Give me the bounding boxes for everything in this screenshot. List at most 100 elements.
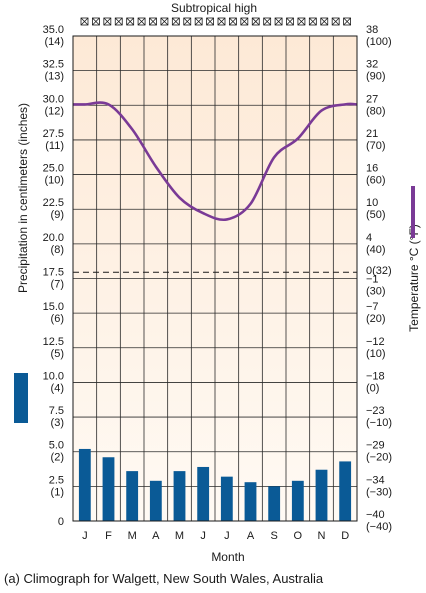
left-tick-in: (8) xyxy=(51,244,64,256)
left-tick-cm: 15.0 xyxy=(43,301,64,313)
right-tick-c: 32 xyxy=(366,59,378,71)
x-tick-label: A xyxy=(247,530,255,542)
precipitation-bar xyxy=(126,471,139,521)
right-tick-f: (10) xyxy=(366,348,386,360)
right-tick-c: −34 xyxy=(366,474,385,486)
pressure-symbol xyxy=(171,17,180,26)
precipitation-bar xyxy=(173,471,186,521)
pressure-symbol xyxy=(206,17,214,26)
left-tick-cm: 32.5 xyxy=(43,59,64,71)
left-tick-in: (5) xyxy=(51,348,64,360)
pressure-symbol xyxy=(160,17,169,26)
right-tick-f: (50) xyxy=(366,209,386,221)
pressure-symbol xyxy=(308,17,317,26)
left-tick-cm: 12.5 xyxy=(43,336,64,348)
x-tick-label: M xyxy=(175,530,184,542)
pressure-symbol xyxy=(114,17,123,26)
precipitation-bar xyxy=(291,480,304,521)
x-tick-label: D xyxy=(341,530,349,542)
precipitation-bar xyxy=(315,469,328,521)
legend-precipitation-swatch xyxy=(14,373,28,423)
right-tick-f: (100) xyxy=(366,36,392,48)
pressure-symbol xyxy=(103,17,112,26)
right-tick-c: 16 xyxy=(366,163,378,175)
temperature-line xyxy=(73,101,358,222)
left-tick-in: (1) xyxy=(51,486,64,498)
x-tick-label: F xyxy=(105,530,112,542)
left-tick-cm: 5.0 xyxy=(49,440,64,452)
right-tick-c: −29 xyxy=(366,440,385,452)
left-tick-in: (6) xyxy=(51,313,64,325)
pressure-symbol xyxy=(343,17,351,26)
pressure-symbol xyxy=(92,17,100,26)
x-tick-label: S xyxy=(270,530,277,542)
left-tick-in: (3) xyxy=(51,417,64,429)
left-tick-in: (9) xyxy=(51,209,64,221)
right-tick-c: 38 xyxy=(366,24,378,36)
right-tick-f: (60) xyxy=(366,175,386,187)
precipitation-bars xyxy=(78,448,352,521)
pressure-symbol xyxy=(183,17,192,26)
pressure-symbol xyxy=(217,17,226,26)
precipitation-bar xyxy=(244,482,257,521)
right-tick-c: −23 xyxy=(366,405,385,417)
left-tick-cm: 0 xyxy=(58,516,64,528)
pressure-symbol xyxy=(263,17,272,26)
right-tick-f: (90) xyxy=(366,71,386,83)
right-tick-c: −12 xyxy=(366,336,385,348)
pressure-symbol xyxy=(331,17,340,26)
left-tick-in: (7) xyxy=(51,279,64,291)
x-tick-label: N xyxy=(318,530,326,542)
pressure-symbol xyxy=(286,17,294,26)
precipitation-bar xyxy=(197,466,210,521)
left-tick-in: (13) xyxy=(44,71,64,83)
left-tick-in: (4) xyxy=(51,382,64,394)
precipitation-bar xyxy=(268,486,281,521)
left-axis-ticks: 35.0(14) 32.5(13) 30.0(12) 27.5(11) 25.0(10)… xyxy=(43,24,64,528)
right-tick-c: −40 xyxy=(366,509,385,521)
right-tick-f: (30) xyxy=(366,285,386,297)
right-tick-c: 27 xyxy=(366,93,378,105)
right-tick-f: (40) xyxy=(366,244,386,256)
left-tick-in: (14) xyxy=(44,36,64,48)
x-tick-label: M xyxy=(128,530,137,542)
x-tick-label: J xyxy=(82,530,88,542)
left-tick-cm: 20.0 xyxy=(43,232,64,244)
right-tick-f: (−10) xyxy=(366,417,392,429)
left-axis-title: Precipitation in centimeters (inches) xyxy=(16,103,30,293)
precipitation-bar xyxy=(78,448,91,521)
left-tick-cm: 30.0 xyxy=(43,93,64,105)
precipitation-bar xyxy=(220,476,233,521)
right-tick-f: (0) xyxy=(366,382,379,394)
x-tick-label: A xyxy=(152,530,160,542)
left-tick-in: (2) xyxy=(51,452,64,464)
chart-title: Subtropical high xyxy=(171,1,257,15)
pressure-symbol xyxy=(274,17,283,26)
right-tick-f: (−40) xyxy=(366,521,392,533)
right-tick-f: (70) xyxy=(366,140,386,152)
pressure-symbol xyxy=(320,17,329,26)
right-tick-c: −7 xyxy=(366,301,379,313)
x-tick-label: J xyxy=(200,530,206,542)
left-tick-in: (10) xyxy=(44,175,64,187)
precipitation-bar xyxy=(102,457,115,521)
left-tick-cm: 7.5 xyxy=(49,405,64,417)
x-axis-title: Month xyxy=(211,550,244,564)
right-tick-c: −1 xyxy=(366,273,379,285)
left-tick-in: (11) xyxy=(45,140,64,152)
left-tick-in: (12) xyxy=(44,105,64,117)
right-tick-f: (20) xyxy=(366,313,386,325)
pressure-symbol xyxy=(297,17,306,26)
right-tick-c: 10 xyxy=(366,197,378,209)
right-tick-c: 4 xyxy=(366,232,372,244)
pressure-symbol xyxy=(149,17,157,26)
left-tick-cm: 25.0 xyxy=(43,163,64,175)
x-tick-label: O xyxy=(294,530,303,542)
right-tick-c: 0(32) xyxy=(366,265,392,277)
pressure-symbol xyxy=(194,17,203,26)
right-axis-title: Temperature °C (°F) xyxy=(407,224,421,332)
left-tick-cm: 10.0 xyxy=(43,370,64,382)
pressure-symbol xyxy=(240,17,249,26)
